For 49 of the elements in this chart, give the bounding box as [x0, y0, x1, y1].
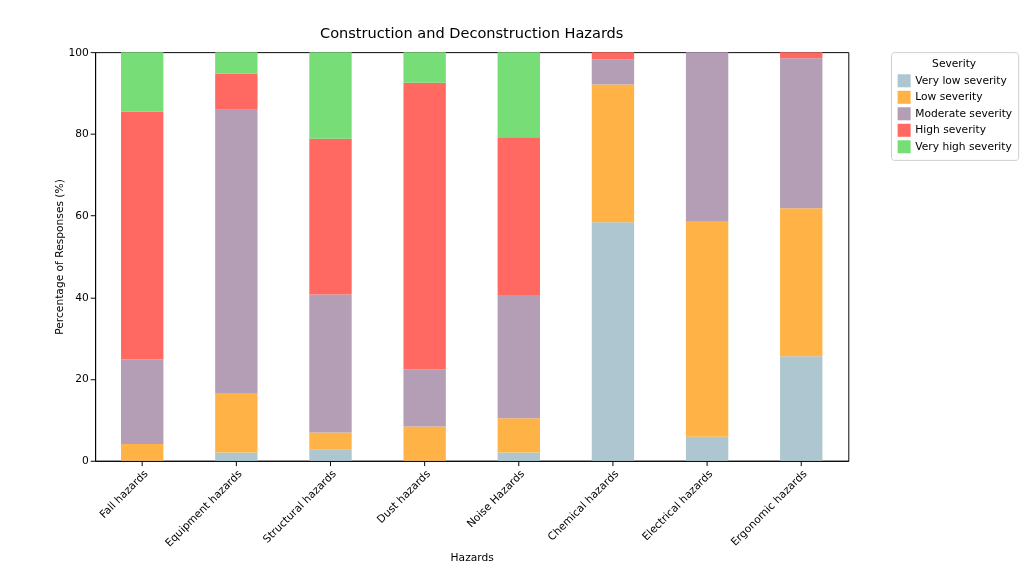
legend-label: Moderate severity — [915, 106, 1013, 120]
bar — [497, 294, 540, 419]
bar — [121, 111, 164, 360]
bar — [403, 82, 446, 370]
bar — [497, 418, 540, 453]
y-axis-title: Percentage of Responses (%) — [52, 179, 66, 335]
bar — [685, 436, 729, 461]
legend-title: Severity — [932, 56, 977, 70]
bar — [591, 222, 635, 461]
bar — [497, 137, 540, 295]
y-tick-label: 0 — [82, 454, 90, 468]
y-tick-label: 80 — [75, 127, 90, 141]
legend-label: Very high severity — [915, 139, 1012, 153]
bar — [591, 59, 635, 85]
bar — [215, 109, 258, 393]
legend-label: High severity — [915, 123, 986, 137]
bar — [215, 392, 258, 453]
bar — [591, 84, 635, 223]
bar — [780, 356, 823, 461]
legend-label: Low severity — [915, 90, 983, 104]
bar — [685, 221, 729, 437]
bar — [403, 52, 446, 83]
bar — [215, 452, 258, 461]
bar — [309, 294, 352, 433]
bar — [309, 449, 352, 461]
bar — [309, 52, 352, 139]
y-tick-label: 20 — [75, 372, 90, 386]
bar — [497, 452, 540, 461]
chart-title: Construction and Deconstruction Hazards — [320, 23, 624, 41]
bar — [685, 52, 729, 222]
bar — [121, 52, 164, 112]
bar — [121, 359, 164, 445]
bar — [309, 138, 352, 295]
y-tick-label: 100 — [68, 45, 90, 59]
y-tick-label: 40 — [75, 290, 90, 304]
bar — [403, 426, 446, 461]
bar — [591, 52, 635, 60]
bar — [780, 52, 823, 59]
y-tick-label: 60 — [75, 209, 90, 222]
bar — [403, 369, 446, 427]
bar — [215, 73, 258, 110]
bar — [121, 444, 164, 461]
bar — [497, 52, 540, 138]
bar — [309, 432, 352, 450]
bar — [780, 208, 823, 357]
bar — [215, 52, 258, 74]
x-axis-title: Hazards — [450, 551, 495, 565]
bar — [780, 58, 823, 209]
legend-label: Very low severity — [915, 73, 1007, 87]
